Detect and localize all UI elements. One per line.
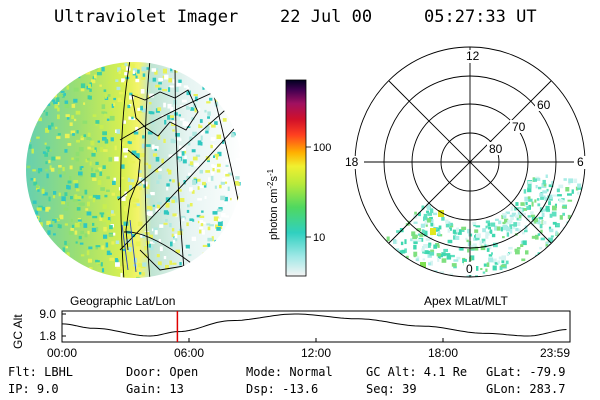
altitude-curve bbox=[61, 313, 567, 337]
altitude-axis-label: GC Alt bbox=[11, 314, 25, 349]
time-tick-1800: 18:00 bbox=[428, 346, 458, 360]
status-dsp: Dsp: -13.6 bbox=[246, 382, 319, 396]
mlat-label-70: 70 bbox=[512, 120, 526, 134]
mlt-label-18: 18 bbox=[345, 155, 359, 169]
altitude-ytick-1-8: 1.8 bbox=[39, 329, 56, 343]
status-door: Door: Open bbox=[126, 365, 199, 379]
mlt-label-12: 12 bbox=[466, 49, 480, 63]
time-tick-1200: 12:00 bbox=[301, 346, 331, 360]
status-glat: GLat: -79.9 bbox=[486, 365, 566, 379]
status-glon: GLon: 283.7 bbox=[486, 382, 566, 396]
time-label: 05:27:33 UT bbox=[424, 7, 537, 27]
status-ip: IP: 9.0 bbox=[8, 382, 59, 396]
status-gain: Gain: 13 bbox=[126, 382, 184, 396]
status-gc-altitude: GC Alt: 4.1 Re bbox=[366, 365, 468, 379]
polar-meridian-diag2 bbox=[388, 80, 552, 244]
polar-panel-label: Apex MLat/MLT bbox=[424, 294, 508, 308]
time-tick-0000: 00:00 bbox=[47, 346, 77, 360]
altitude-ytick-9: 9.0 bbox=[39, 307, 56, 321]
color-bar bbox=[285, 79, 311, 277]
mlat-label-60: 60 bbox=[537, 98, 551, 112]
geographic-image bbox=[26, 62, 242, 278]
date-label: 22 Jul 00 bbox=[280, 7, 373, 27]
status-mode: Mode: Normal bbox=[246, 365, 333, 379]
geographic-panel-label: Geographic Lat/Lon bbox=[70, 294, 175, 308]
status-seq: Seq: 39 bbox=[366, 382, 417, 396]
instrument-title: Ultraviolet Imager bbox=[54, 7, 239, 27]
time-tick-0600: 06:00 bbox=[174, 346, 204, 360]
altitude-plot bbox=[61, 310, 571, 343]
status-filter: Flt: LBHL bbox=[8, 365, 74, 379]
mlt-label-0: 0 bbox=[466, 262, 473, 276]
time-tick-2359: 23:59 bbox=[540, 346, 570, 360]
terminator-lines bbox=[121, 219, 137, 273]
colorbar-tick-label-100: 100 bbox=[313, 142, 331, 154]
mlat-label-80: 80 bbox=[489, 142, 503, 156]
colorbar-label: photon cm-2s-1 bbox=[266, 168, 280, 240]
polar-plot bbox=[344, 46, 586, 278]
mlt-label-6: 6 bbox=[577, 155, 584, 169]
colorbar-tick-label-10: 10 bbox=[313, 232, 325, 244]
